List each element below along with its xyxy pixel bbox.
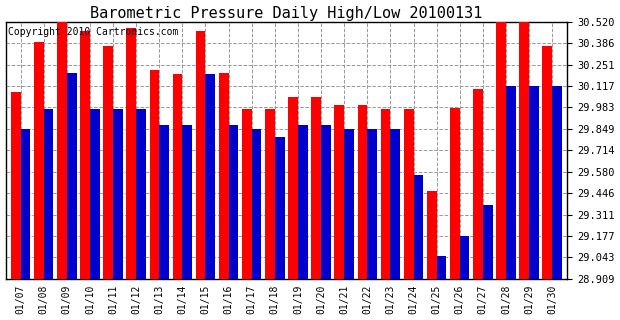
Bar bbox=[427, 191, 436, 279]
Bar bbox=[391, 129, 400, 279]
Bar bbox=[104, 46, 113, 279]
Bar bbox=[182, 125, 192, 279]
Bar bbox=[460, 236, 469, 279]
Bar bbox=[473, 89, 483, 279]
Bar bbox=[20, 129, 30, 279]
Title: Barometric Pressure Daily High/Low 20100131: Barometric Pressure Daily High/Low 20100… bbox=[90, 5, 482, 20]
Bar bbox=[483, 205, 492, 279]
Bar bbox=[298, 125, 308, 279]
Bar bbox=[321, 125, 330, 279]
Bar bbox=[136, 109, 146, 279]
Bar bbox=[275, 137, 285, 279]
Bar bbox=[34, 43, 43, 279]
Bar bbox=[367, 129, 377, 279]
Bar bbox=[159, 125, 169, 279]
Bar bbox=[219, 73, 229, 279]
Bar bbox=[196, 31, 205, 279]
Bar bbox=[436, 256, 446, 279]
Bar bbox=[334, 105, 344, 279]
Bar bbox=[149, 69, 159, 279]
Bar bbox=[11, 92, 20, 279]
Bar bbox=[126, 28, 136, 279]
Bar bbox=[252, 129, 262, 279]
Bar bbox=[529, 85, 539, 279]
Bar bbox=[90, 109, 100, 279]
Bar bbox=[496, 20, 506, 279]
Bar bbox=[242, 109, 252, 279]
Bar bbox=[229, 125, 238, 279]
Bar bbox=[506, 85, 516, 279]
Bar bbox=[414, 175, 423, 279]
Bar bbox=[450, 108, 460, 279]
Bar bbox=[520, 22, 529, 279]
Bar bbox=[542, 46, 552, 279]
Bar bbox=[172, 74, 182, 279]
Bar bbox=[80, 31, 90, 279]
Bar bbox=[43, 109, 53, 279]
Bar bbox=[205, 74, 215, 279]
Bar bbox=[265, 109, 275, 279]
Bar bbox=[358, 105, 367, 279]
Bar bbox=[113, 109, 123, 279]
Bar bbox=[288, 97, 298, 279]
Bar bbox=[57, 22, 67, 279]
Bar bbox=[404, 109, 414, 279]
Bar bbox=[344, 129, 354, 279]
Bar bbox=[381, 109, 391, 279]
Bar bbox=[311, 97, 321, 279]
Text: Copyright 2010 Cartronics.com: Copyright 2010 Cartronics.com bbox=[8, 27, 179, 37]
Bar bbox=[67, 73, 76, 279]
Bar bbox=[552, 85, 562, 279]
